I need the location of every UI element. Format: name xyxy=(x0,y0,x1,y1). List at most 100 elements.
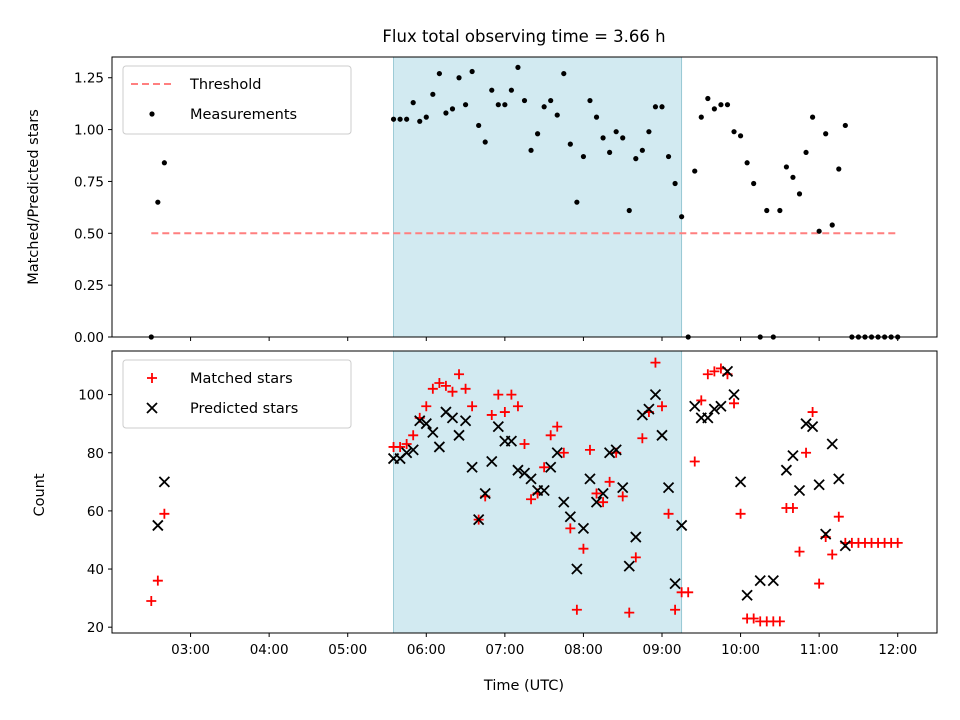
measurement-point xyxy=(796,191,803,197)
measurement-point xyxy=(462,102,469,108)
measurement-point xyxy=(665,153,672,160)
measurement-point xyxy=(580,153,587,160)
legend-measurements-swatch xyxy=(149,111,155,117)
measurement-point xyxy=(561,70,567,77)
matched-star-point xyxy=(152,575,163,586)
predicted-star-point xyxy=(643,403,655,415)
measurement-point xyxy=(751,180,757,187)
predicted-star-point xyxy=(427,426,439,439)
legend-measurements-label: Measurements xyxy=(190,107,297,123)
matched-star-point xyxy=(624,607,635,618)
x-tick-label: 07:00 xyxy=(485,642,524,658)
matched-star-point xyxy=(729,398,740,409)
y-tick-label: 60 xyxy=(87,504,104,520)
matched-star-point xyxy=(395,441,406,452)
top-y-axis-label: Matched/Predicted stars xyxy=(26,109,42,285)
measurement-point xyxy=(521,97,528,104)
observing-window-band xyxy=(393,56,683,338)
matched-star-point xyxy=(774,616,785,627)
matched-star-point xyxy=(565,523,576,534)
measurement-point xyxy=(548,97,554,104)
predicted-star-point xyxy=(708,403,721,415)
measurement-point xyxy=(489,87,495,93)
measurement-point xyxy=(652,104,659,110)
measurement-point xyxy=(456,75,462,81)
matched-star-point xyxy=(670,604,681,615)
matched-star-point xyxy=(584,444,595,455)
predicted-star-point xyxy=(662,482,675,494)
predicted-star-point xyxy=(806,420,819,433)
matched-star-point xyxy=(807,407,818,418)
predicted-star-point xyxy=(152,519,164,532)
matched-star-point xyxy=(709,366,720,377)
measurement-point xyxy=(783,164,790,170)
measurement-point xyxy=(862,334,868,340)
predicted-star-point xyxy=(453,429,465,441)
matched-star-point xyxy=(493,389,504,400)
matched-star-point xyxy=(814,578,825,589)
matched-star-point xyxy=(892,537,903,548)
predicted-star-point xyxy=(158,476,171,488)
predicted-star-point xyxy=(689,400,701,412)
measurement-point xyxy=(593,114,600,120)
matched-star-point xyxy=(486,409,497,420)
measurement-point xyxy=(626,207,632,214)
measurement-point xyxy=(875,334,881,340)
measurement-point xyxy=(469,68,475,75)
predicted-star-point xyxy=(545,461,557,473)
legend-predicted-stars-label: Predicted stars xyxy=(190,401,298,417)
predicted-star-point xyxy=(800,418,812,430)
predicted-star-point xyxy=(564,511,576,523)
matched-star-point xyxy=(571,604,582,615)
predicted-star-point xyxy=(721,365,734,377)
measurement-point xyxy=(390,116,397,122)
predicted-star-point xyxy=(676,519,688,532)
measurement-point xyxy=(639,147,645,153)
measurement-point xyxy=(672,180,678,187)
matched-star-point xyxy=(440,380,451,391)
matched-star-point xyxy=(663,508,674,519)
predicted-star-point xyxy=(617,482,629,494)
measurement-point xyxy=(495,102,501,108)
predicted-star-point xyxy=(420,418,432,430)
measurement-point xyxy=(423,114,429,120)
matched-star-point xyxy=(146,596,157,607)
measurement-point xyxy=(829,222,835,228)
predicted-star-point xyxy=(767,575,779,587)
predicted-star-point xyxy=(551,447,563,459)
matched-star-point xyxy=(467,401,478,412)
x-tick-label: 12:00 xyxy=(878,642,917,658)
predicted-star-point xyxy=(728,388,740,401)
measurement-point xyxy=(737,133,744,139)
matched-star-point xyxy=(604,476,615,487)
predicted-star-point xyxy=(833,473,845,485)
measurement-point xyxy=(397,116,403,122)
matched-star-point xyxy=(401,439,412,450)
measurement-point xyxy=(436,70,442,77)
matched-star-point xyxy=(159,508,170,519)
matched-star-point xyxy=(650,357,661,368)
matched-star-point xyxy=(578,543,589,554)
measurement-point xyxy=(711,106,717,112)
measurement-point xyxy=(600,135,606,141)
x-tick-label: 11:00 xyxy=(800,642,839,658)
measurement-point xyxy=(646,129,652,135)
matched-star-point xyxy=(454,369,465,380)
matched-star-point xyxy=(421,401,432,412)
bottom-y-axis-label: Count xyxy=(32,473,48,516)
y-tick-label: 40 xyxy=(87,562,104,578)
measurement-point xyxy=(567,141,573,147)
matched-star-point xyxy=(408,430,419,441)
matched-star-point xyxy=(427,383,438,394)
matched-star-point xyxy=(657,401,667,412)
predicted-star-point xyxy=(787,450,799,462)
axes-frame xyxy=(111,56,938,338)
measurement-point xyxy=(679,214,685,220)
predicted-star-point xyxy=(630,531,642,543)
matched-star-point xyxy=(689,456,700,467)
predicted-star-point xyxy=(702,412,714,424)
predicted-star-point xyxy=(407,444,419,456)
measurement-point xyxy=(482,139,488,145)
predicted-star-point xyxy=(479,487,491,500)
measurement-point xyxy=(620,135,626,141)
